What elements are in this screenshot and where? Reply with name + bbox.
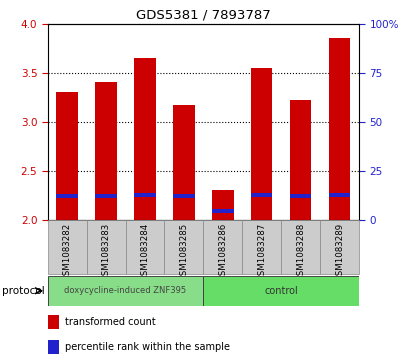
Text: GSM1083289: GSM1083289 (335, 223, 344, 281)
Text: GSM1083286: GSM1083286 (218, 223, 227, 281)
Bar (164, 220, 203, 274)
Bar (125, 220, 164, 274)
Text: percentile rank within the sample: percentile rank within the sample (65, 342, 230, 352)
Text: doxycycline-induced ZNF395: doxycycline-induced ZNF395 (64, 286, 187, 295)
Bar (56, 92, 78, 220)
Bar (87, 220, 125, 274)
Text: GSM1083284: GSM1083284 (141, 223, 149, 281)
Title: GDS5381 / 7893787: GDS5381 / 7893787 (136, 8, 271, 21)
Bar (329, 193, 350, 197)
Bar (95, 194, 117, 198)
Text: control: control (264, 286, 298, 296)
Text: transformed count: transformed count (65, 317, 156, 327)
Bar (56, 194, 78, 198)
Bar (95, 82, 117, 220)
Bar (242, 220, 281, 274)
Bar (212, 190, 234, 220)
Bar (134, 58, 156, 220)
Bar (290, 194, 311, 198)
Bar (203, 276, 359, 306)
Text: protocol: protocol (2, 286, 45, 296)
Bar (329, 38, 350, 220)
Bar (212, 209, 234, 213)
Text: GSM1083285: GSM1083285 (179, 223, 188, 281)
Bar (203, 220, 242, 274)
Bar (251, 193, 272, 197)
Bar (48, 276, 203, 306)
Bar (320, 220, 359, 274)
Text: GSM1083282: GSM1083282 (63, 223, 72, 281)
Bar (173, 105, 195, 220)
Bar (48, 340, 59, 354)
Bar (251, 68, 272, 220)
Bar (173, 194, 195, 198)
Text: GSM1083288: GSM1083288 (296, 223, 305, 281)
Bar (290, 100, 311, 220)
Text: GSM1083283: GSM1083283 (102, 223, 110, 281)
Text: GSM1083287: GSM1083287 (257, 223, 266, 281)
Bar (281, 220, 320, 274)
Bar (134, 193, 156, 197)
Bar (48, 220, 87, 274)
Bar (48, 315, 59, 329)
